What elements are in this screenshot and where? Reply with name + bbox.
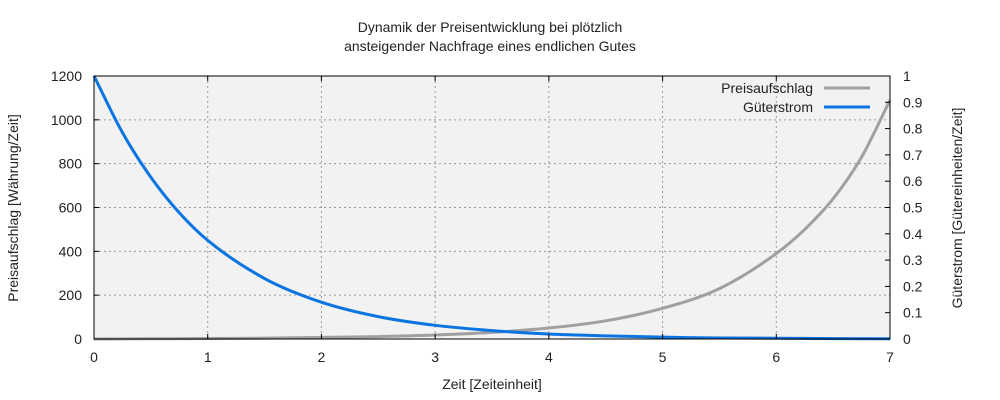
x-tick-label: 5 xyxy=(659,349,667,365)
legend-label-gueterstrom: Güterstrom xyxy=(743,99,813,115)
y-left-tick-label: 800 xyxy=(59,156,83,172)
x-axis-label: Zeit [Zeiteinheit] xyxy=(442,376,542,392)
plot-background xyxy=(94,76,890,339)
chart-title-line-1: Dynamik der Preisentwicklung bei plötzli… xyxy=(358,19,623,35)
chart-title-line-2: ansteigender Nachfrage eines endlichen G… xyxy=(344,38,636,54)
x-tick-label: 6 xyxy=(772,349,780,365)
y-right-tick-label: 0.8 xyxy=(903,121,923,137)
y-left-tick-label: 1000 xyxy=(51,112,82,128)
x-tick-label: 4 xyxy=(545,349,553,365)
y-right-tick-label: 0.3 xyxy=(903,252,923,268)
x-tick-label: 3 xyxy=(431,349,439,365)
y-axis-right-label: Güterstrom [Gütereinheiten/Zeit] xyxy=(949,108,965,309)
y-left-tick-label: 600 xyxy=(59,200,83,216)
y-right-tick-label: 1 xyxy=(903,68,911,84)
y-right-tick-label: 0.5 xyxy=(903,200,923,216)
y-right-tick-label: 0.2 xyxy=(903,278,923,294)
y-axis-left-label: Preisaufschlag [Währung/Zeit] xyxy=(5,114,21,302)
series-line-preisaufschlag xyxy=(93,99,892,341)
y-right-tick-label: 0.9 xyxy=(903,94,923,110)
grid xyxy=(94,76,890,339)
ticks: 0 1 2 3 4 5 6 702004006008001000120000.10.20.30… xyxy=(51,68,923,365)
y-left-tick-label: 1200 xyxy=(51,68,82,84)
x-tick-label: 0 xyxy=(90,349,98,365)
series-layer xyxy=(92,75,892,341)
y-left-tick-label: 0 xyxy=(74,331,82,347)
legend: Preisaufschlag Güterstrom xyxy=(721,80,870,115)
x-tick-label: 7 xyxy=(886,349,894,365)
y-left-tick-label: 200 xyxy=(59,287,83,303)
legend-label-preisaufschlag: Preisaufschlag xyxy=(721,80,813,96)
y-right-tick-label: 0.1 xyxy=(903,305,923,321)
y-right-tick-label: 0.4 xyxy=(903,226,923,242)
y-right-tick-label: 0.7 xyxy=(903,147,923,163)
y-right-tick-label: 0.6 xyxy=(903,173,923,189)
x-tick-label: 1 xyxy=(204,349,212,365)
y-left-tick-label: 400 xyxy=(59,243,83,259)
x-tick-label: 2 xyxy=(318,349,326,365)
y-right-tick-label: 0 xyxy=(903,331,911,347)
series-line-gueterstrom xyxy=(92,75,891,341)
